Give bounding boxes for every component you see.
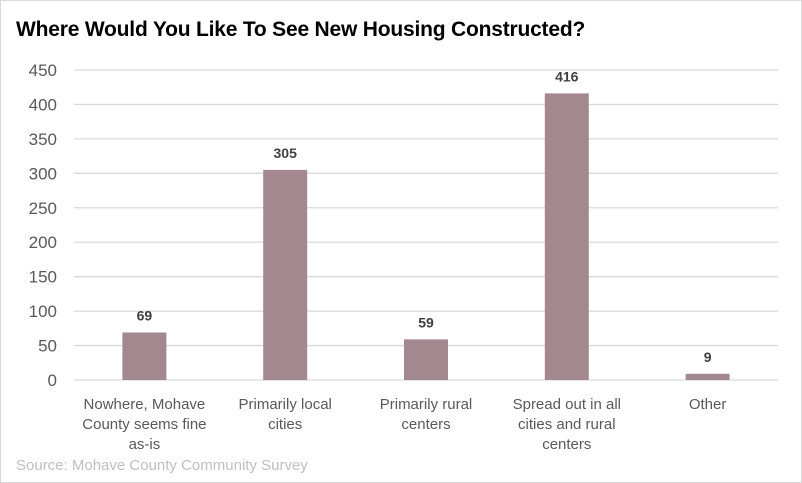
data-label: 416 xyxy=(555,68,579,84)
bar xyxy=(685,373,730,380)
y-tick-label: 150 xyxy=(29,268,57,287)
data-label: 59 xyxy=(418,314,434,330)
y-tick-label: 200 xyxy=(29,233,57,252)
bar xyxy=(404,339,448,380)
x-category-label: Primarily local xyxy=(239,396,332,413)
y-tick-label: 350 xyxy=(29,130,57,149)
bar xyxy=(544,93,589,380)
data-label: 305 xyxy=(274,145,298,161)
x-category-label: Nowhere, Mohave xyxy=(84,396,206,413)
x-category-label: cities and rural xyxy=(518,416,616,433)
chart-title: Where Would You Like To See New Housing … xyxy=(16,18,586,41)
bar xyxy=(122,332,167,380)
x-category-label: Other xyxy=(689,396,727,413)
y-tick-label: 400 xyxy=(29,95,57,114)
x-category-label: County seems fine xyxy=(82,416,206,433)
bar xyxy=(263,169,308,380)
data-label: 69 xyxy=(137,307,153,323)
y-tick-label: 250 xyxy=(29,199,57,218)
y-tick-label: 100 xyxy=(29,302,57,321)
x-category-label: Primarily rural xyxy=(380,396,473,413)
y-tick-label: 50 xyxy=(38,337,57,356)
y-tick-label: 450 xyxy=(29,61,57,80)
x-category-label: centers xyxy=(542,436,591,453)
x-category-label: cities xyxy=(268,416,302,433)
x-category-label: Spread out in all xyxy=(513,396,621,413)
x-category-label: centers xyxy=(401,416,450,433)
source-note: Source: Mohave County Community Survey xyxy=(16,457,308,474)
y-tick-label: 300 xyxy=(29,164,57,183)
y-tick-label: 0 xyxy=(48,371,57,390)
x-category-label: as-is xyxy=(129,436,161,453)
data-label: 9 xyxy=(704,349,712,365)
